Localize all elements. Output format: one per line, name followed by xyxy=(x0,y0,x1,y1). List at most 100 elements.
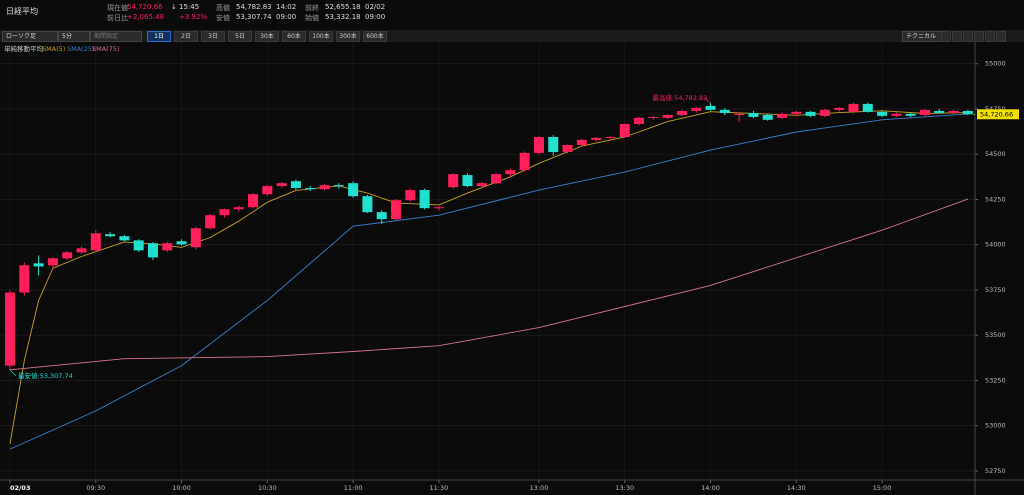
candle-body xyxy=(848,103,859,112)
candle-body xyxy=(562,144,573,153)
x-tick-label: 13:30 xyxy=(615,484,634,492)
candle-body xyxy=(262,186,273,195)
period-button[interactable]: 30本 xyxy=(255,31,279,42)
candle-body xyxy=(462,175,473,187)
period-button[interactable]: 2日 xyxy=(174,31,198,42)
stat-time: 09:00 xyxy=(365,13,386,21)
period-button[interactable]: 600本 xyxy=(363,31,387,42)
candle-body xyxy=(290,181,301,189)
y-tick-label: 54500 xyxy=(985,150,1006,158)
close-icon[interactable] xyxy=(996,31,1006,42)
chart: 52750 53000 53250 53500 53750 54000 54250 54500… xyxy=(0,42,1024,495)
candle-body xyxy=(533,137,544,153)
stat-time: 14:02 xyxy=(276,3,297,11)
candle-body xyxy=(176,241,187,245)
candle-body xyxy=(734,113,745,115)
candle-body xyxy=(619,123,630,138)
candle-body xyxy=(962,110,973,115)
zoom-out-icon[interactable] xyxy=(963,31,973,42)
candle-body xyxy=(662,114,673,118)
plot-background xyxy=(0,42,1024,495)
stat-time: 09:00 xyxy=(276,13,297,21)
sma-line xyxy=(9,113,968,450)
candle-body xyxy=(405,190,416,201)
candle-body xyxy=(491,174,502,184)
legend-entry: SMA(25) xyxy=(67,45,95,53)
annotation-label: 最高値:54,782.83 xyxy=(653,93,708,102)
candle-body xyxy=(348,183,359,197)
x-tick-label: 11:30 xyxy=(430,484,449,492)
legend-entry: SMA(75) xyxy=(92,45,120,53)
y-tick-label: 54750 xyxy=(985,105,1006,113)
candle-body xyxy=(548,137,559,153)
candle-body xyxy=(576,139,587,145)
candle-body xyxy=(433,207,444,209)
candle-body xyxy=(119,236,130,241)
candle-body xyxy=(376,212,387,220)
candle-body xyxy=(105,234,116,237)
candle-body xyxy=(877,111,888,116)
candle-body xyxy=(233,207,244,210)
candle-body xyxy=(5,292,16,366)
stat-label: 前日比 xyxy=(107,14,128,22)
quote-header: 日経平均 現在値 54,720.66 ↓ 15:45 前日比 +2,065.48 +3.92… xyxy=(0,0,1024,29)
candle-body xyxy=(190,228,201,248)
toolbar: ローソク足 5分 期間指定 テクニカル 1日 2日 3日 5日 30本 60本 100本 30… xyxy=(0,30,1024,42)
x-tick-label: 14:00 xyxy=(701,484,720,492)
period-button[interactable]: 300本 xyxy=(336,31,360,42)
stat-value: 53,307.74 xyxy=(236,13,272,21)
candle-body xyxy=(333,185,344,187)
candle-body xyxy=(676,110,687,115)
candle-body xyxy=(648,116,659,118)
fullscreen-icon[interactable] xyxy=(985,31,995,42)
candle-body xyxy=(305,188,316,190)
candle-body xyxy=(162,243,173,251)
y-tick-label: 53500 xyxy=(985,331,1006,339)
y-tick-label: 53000 xyxy=(985,422,1006,430)
candle-body xyxy=(948,110,959,113)
annotation-leader xyxy=(704,97,711,104)
candle-body xyxy=(248,194,259,208)
y-tick-label: 53750 xyxy=(985,286,1006,294)
period-button[interactable]: 60本 xyxy=(282,31,306,42)
candle-body xyxy=(834,107,845,110)
settings-icon[interactable] xyxy=(974,31,984,42)
candle-body xyxy=(147,243,158,258)
y-tick-label: 52750 xyxy=(985,467,1006,475)
interval-select[interactable]: 5分 xyxy=(58,31,90,42)
period-button[interactable]: 3日 xyxy=(201,31,225,42)
period-button[interactable]: 100本 xyxy=(309,31,333,42)
zoom-in-icon[interactable] xyxy=(952,31,962,42)
candle-body xyxy=(791,111,802,114)
candle-body xyxy=(476,183,487,187)
y-tick-label: 54000 xyxy=(985,241,1006,249)
stat-value: 54,720.66 xyxy=(127,3,163,11)
candle-body xyxy=(219,209,230,216)
period-button[interactable]: 5日 xyxy=(228,31,252,42)
edit-icon[interactable] xyxy=(941,31,951,42)
stat-value: 53,332.18 xyxy=(325,13,361,21)
x-tick-label: 11:00 xyxy=(344,484,363,492)
range-select[interactable]: 期間指定 xyxy=(90,31,142,42)
candle-body xyxy=(777,113,788,118)
candle-body xyxy=(691,107,702,111)
period-button[interactable]: 1日 xyxy=(147,31,171,42)
stat-label: 始値 xyxy=(305,14,319,22)
chart-type-select[interactable]: ローソク足 xyxy=(2,31,58,42)
stat-label: 前終 xyxy=(305,4,319,12)
candle-body xyxy=(448,174,459,188)
legend-entry: SMA(5) xyxy=(42,45,65,53)
stat-value: 54,782.83 xyxy=(236,3,272,11)
candle-body xyxy=(505,170,516,175)
index-title: 日経平均 xyxy=(6,7,38,16)
x-tick-label: 15:00 xyxy=(873,484,892,492)
y-tick-label: 55000 xyxy=(985,60,1006,68)
candle-body xyxy=(133,240,144,251)
candle-body xyxy=(748,112,759,117)
stat-value: 52,655.18 xyxy=(325,3,361,11)
technical-button[interactable]: テクニカル xyxy=(902,31,944,42)
candle-body xyxy=(519,152,530,171)
candle-body xyxy=(905,113,916,116)
candle-body xyxy=(891,113,902,116)
